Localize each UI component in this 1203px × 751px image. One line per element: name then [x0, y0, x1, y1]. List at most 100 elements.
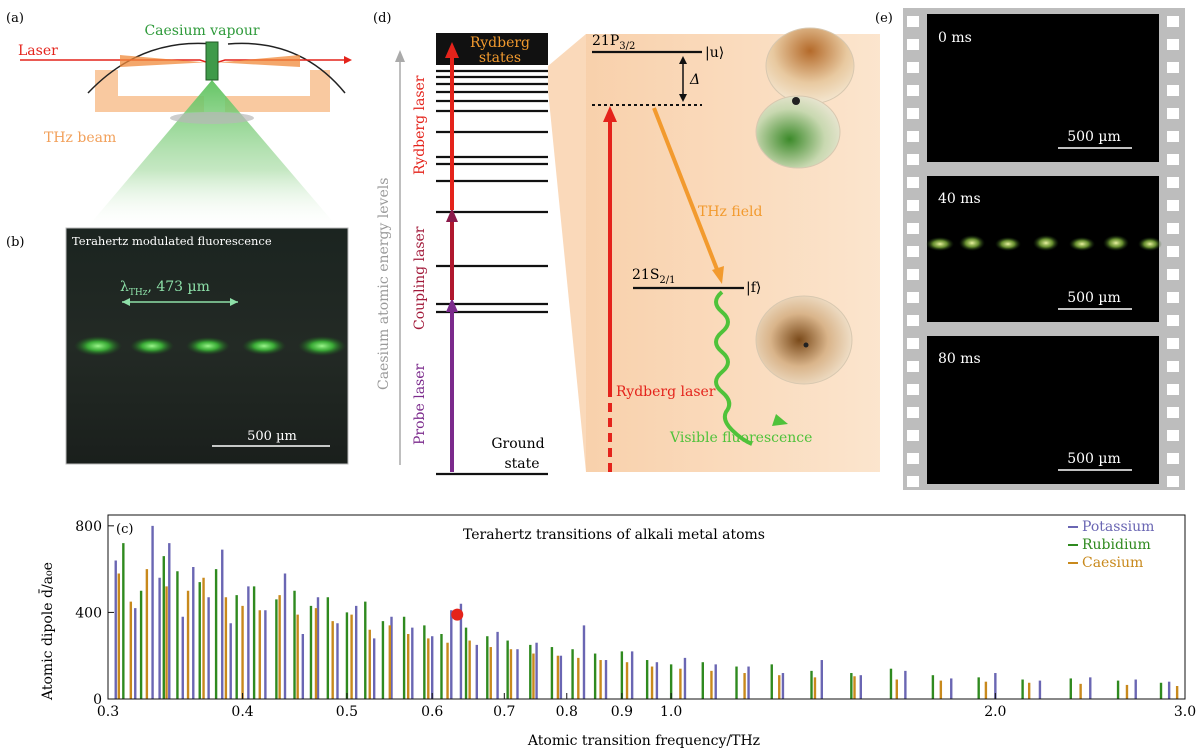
frame-1-spots	[926, 235, 1162, 251]
laser-focus	[120, 55, 300, 67]
sprocket-hole	[907, 476, 919, 487]
fluorescence-cone	[85, 80, 340, 230]
sprocket-hole	[907, 177, 919, 188]
wavelength-label: λTHz, 473 µm	[120, 279, 210, 298]
panel-e-tag: (e)	[875, 11, 893, 26]
sprocket-hole	[1167, 430, 1179, 441]
sprocket-hole	[1167, 16, 1179, 27]
thz-field-label: THz field	[698, 204, 762, 220]
y-tick-label: 800	[75, 519, 102, 535]
x-tick-label: 0.3	[97, 704, 119, 720]
sprocket-hole	[1167, 246, 1179, 257]
frame-1-scalebar-label: 500 µm	[1067, 290, 1121, 306]
panel-b-scalebar-label: 500 µm	[247, 429, 297, 444]
chart-axes: 0.3 0.4 0.5 0.6 0.7 0.8 0.9 1.0 2.0 3.0 0 400 800	[75, 519, 1196, 720]
chart-ylabel: Atomic dipole d̄/a₀e	[38, 562, 56, 701]
sprocket-hole	[907, 361, 919, 372]
sprocket-hole	[1167, 338, 1179, 349]
x-tick-label: 0.4	[231, 704, 253, 720]
x-tick-label: 0.8	[556, 704, 578, 720]
rydberg-states-label-2: states	[479, 50, 521, 66]
sprocket-hole	[907, 384, 919, 395]
sprocket-hole	[1167, 62, 1179, 73]
fluorescence-wave	[714, 290, 753, 446]
sprocket-hole	[1167, 200, 1179, 211]
mirror-right	[227, 42, 346, 94]
frame-0	[927, 14, 1159, 162]
sprocket-hole	[1167, 39, 1179, 50]
x-tick-label: 3.0	[1174, 704, 1196, 720]
sprocket-hole	[907, 62, 919, 73]
laser-arrowhead	[344, 56, 352, 64]
frame-2-scalebar-label: 500 µm	[1067, 451, 1121, 467]
film-sprockets-right	[1167, 16, 1179, 487]
x-tick-label: 0.7	[493, 704, 515, 720]
panel-b-tag: (b)	[6, 235, 24, 250]
sprocket-hole	[907, 246, 919, 257]
thz-beam-left	[95, 70, 204, 112]
panel-c-tag: (c)	[116, 522, 133, 537]
fluorescence-arrowhead	[772, 414, 788, 426]
x-tick-label: 1.0	[660, 704, 682, 720]
frame-0-scalebar-label: 500 µm	[1067, 129, 1121, 145]
zoom-funnel	[548, 34, 586, 472]
fluorescence-spots	[74, 336, 346, 356]
sprocket-hole	[1167, 154, 1179, 165]
sprocket-hole	[907, 453, 919, 464]
rydberg-states-label-1: Rydberg	[470, 35, 530, 51]
energy-axis-arrowhead	[395, 50, 405, 62]
sprocket-hole	[1167, 108, 1179, 119]
sprocket-hole	[1167, 315, 1179, 326]
sprocket-hole	[907, 39, 919, 50]
x-tick-label: 0.6	[421, 704, 443, 720]
probe-arrowhead	[446, 298, 458, 312]
p-orbital	[755, 27, 855, 169]
coupling-arrowhead	[446, 208, 458, 222]
legend-label: Rubidium	[1082, 537, 1151, 553]
panel-d-tag: (d)	[373, 11, 391, 26]
legend-label: Potassium	[1082, 519, 1154, 535]
sprocket-hole	[1167, 85, 1179, 96]
energy-axis-label: Caesium atomic energy levels	[376, 178, 392, 390]
y-tick-label: 400	[75, 605, 102, 621]
sprocket-hole	[907, 269, 919, 280]
x-tick-label: 0.9	[611, 704, 633, 720]
collection-lens	[170, 112, 254, 124]
sprocket-hole	[907, 85, 919, 96]
coupling-laser-label: Coupling laser	[412, 226, 428, 330]
rydberg-zoom-arrowhead	[603, 106, 617, 122]
sprocket-hole	[1167, 269, 1179, 280]
probe-laser-label: Probe laser	[412, 363, 428, 445]
chart-xlabel: Atomic transition frequency/THz	[527, 733, 760, 749]
thz-arrowhead	[712, 266, 724, 284]
sprocket-hole	[1167, 177, 1179, 188]
sprocket-hole	[1167, 292, 1179, 303]
sprocket-hole	[907, 16, 919, 27]
ket-f: |f⟩	[746, 280, 761, 296]
rydberg-laser-label: Rydberg laser	[616, 384, 716, 400]
level-21p-label: 21P3/2	[592, 33, 635, 52]
vapour-cell	[205, 41, 219, 81]
energy-levels	[436, 69, 548, 476]
chart-bars	[114, 525, 1179, 699]
sprocket-hole	[907, 131, 919, 142]
chart-title: Terahertz transitions of alkali metal at…	[463, 527, 765, 543]
sprocket-hole	[1167, 476, 1179, 487]
detuning-label: Δ	[689, 72, 700, 88]
ket-u: |u⟩	[705, 45, 724, 61]
chart-border	[107, 514, 1186, 700]
panel-a-tag: (a)	[6, 11, 24, 26]
sprocket-hole	[907, 338, 919, 349]
rydberg-arrowhead	[445, 42, 459, 58]
frame-2	[927, 336, 1159, 484]
legend-label: Caesium	[1082, 555, 1143, 571]
s-orbital	[755, 295, 853, 385]
thz-beam-right	[225, 70, 330, 112]
laser-label: Laser	[18, 43, 58, 59]
level-21s-label: 21S2/1	[632, 267, 676, 286]
ground-state-label-1: Ground	[491, 436, 544, 452]
panel-b-title: Terahertz modulated fluorescence	[72, 234, 272, 248]
sprocket-hole	[907, 108, 919, 119]
rydberg-laser-vertical-label: Rydberg laser	[412, 75, 428, 175]
visible-fluorescence-label: Visible fluorescence	[669, 430, 812, 446]
